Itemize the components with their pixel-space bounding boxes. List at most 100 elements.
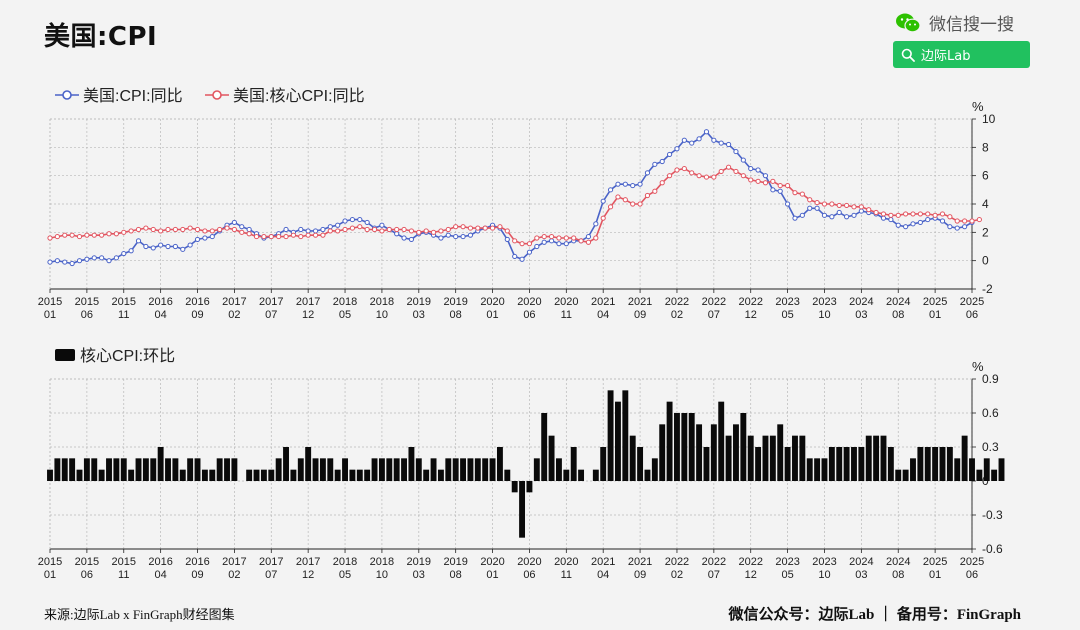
data-point (895, 212, 901, 218)
wechat-search-label: 微信搜一搜 (929, 15, 1014, 35)
data-point (84, 232, 90, 238)
data-point (106, 258, 112, 264)
x-tick-label-month: 12 (302, 569, 314, 581)
bar (792, 435, 798, 481)
bar (408, 447, 415, 481)
data-point (202, 235, 208, 241)
data-point (394, 226, 400, 233)
x-tick-label-month: 05 (339, 309, 351, 321)
bar (806, 458, 813, 481)
data-point (246, 231, 252, 237)
bar (969, 458, 975, 481)
data-point (652, 188, 658, 194)
bar (201, 469, 208, 481)
data-point (76, 233, 83, 240)
data-point (880, 211, 887, 217)
data-point (327, 224, 333, 230)
bar (437, 469, 444, 481)
search-box[interactable]: 边际Lab (893, 41, 1030, 68)
data-point (607, 204, 614, 210)
legend-marker (62, 90, 72, 100)
x-tick-label-year: 2020 (480, 296, 504, 308)
bar (356, 469, 363, 481)
x-tick-label-month: 07 (708, 309, 720, 321)
bar (578, 469, 585, 481)
bar (275, 458, 282, 481)
data-point (725, 164, 732, 170)
data-point (512, 253, 518, 260)
x-tick-label-month: 10 (818, 309, 830, 321)
data-point (268, 233, 274, 240)
bar (378, 458, 385, 481)
x-tick-label-month: 09 (191, 569, 203, 581)
x-tick-label-month: 06 (523, 309, 535, 321)
data-point (607, 187, 614, 193)
x-tick-label-month: 01 (929, 569, 941, 581)
x-tick-label-month: 02 (228, 569, 240, 581)
legend-label: 美国:CPI:同比 (83, 87, 183, 105)
bar (592, 469, 599, 481)
data-point (600, 215, 606, 221)
data-point (135, 238, 142, 244)
search-icon (901, 48, 915, 62)
data-point (320, 232, 326, 238)
data-point (143, 225, 149, 231)
data-point (939, 218, 946, 224)
x-tick-label-year: 2017 (222, 296, 246, 308)
data-point (239, 224, 245, 230)
legend-swatch (55, 349, 75, 361)
x-tick-label-month: 11 (561, 309, 572, 321)
data-point (91, 232, 97, 238)
data-point (408, 236, 415, 243)
bar (600, 447, 607, 481)
data-point (128, 248, 134, 254)
bar (327, 458, 334, 481)
data-point (423, 228, 429, 234)
data-point (733, 168, 739, 175)
data-point (246, 226, 252, 233)
bar (216, 458, 223, 481)
data-point (504, 236, 510, 243)
legend-label: 核心CPI:环比 (80, 347, 175, 365)
x-tick-label-month: 01 (44, 569, 56, 581)
y-tick-label: 2 (982, 225, 989, 239)
data-point (748, 165, 754, 172)
data-point (187, 242, 193, 248)
x-tick-label-month: 08 (892, 569, 904, 581)
data-point (696, 173, 702, 179)
wechat-icon (896, 13, 921, 32)
x-tick-label-year: 2024 (886, 296, 910, 308)
data-point (231, 226, 237, 233)
data-point (489, 225, 496, 231)
bar (828, 447, 835, 481)
bar (268, 469, 275, 481)
data-point (578, 238, 584, 244)
data-point (903, 224, 909, 230)
x-tick-label-month: 07 (265, 569, 277, 581)
x-tick-label-year: 2016 (148, 296, 172, 308)
data-point (910, 211, 916, 217)
data-point (689, 140, 695, 146)
data-point (807, 197, 813, 203)
data-point (467, 232, 474, 238)
legend-item: 美国:核心CPI:同比 (205, 87, 365, 105)
x-tick-label-year: 2018 (333, 296, 357, 308)
bar (563, 469, 570, 481)
data-point (821, 212, 828, 218)
x-tick-label-month: 05 (339, 569, 351, 581)
bar (644, 469, 651, 481)
data-point (453, 233, 459, 240)
data-point (571, 235, 577, 241)
data-point (349, 225, 356, 231)
data-point (467, 225, 474, 231)
data-point (335, 228, 341, 234)
data-point (703, 129, 710, 135)
bar (946, 447, 953, 481)
data-point (401, 226, 407, 233)
bar (976, 469, 983, 481)
bar (61, 458, 68, 481)
x-tick-label-year: 2024 (849, 556, 873, 568)
x-tick-label-year: 2025 (923, 296, 947, 308)
data-point (312, 228, 319, 234)
x-tick-label-month: 06 (966, 569, 978, 581)
